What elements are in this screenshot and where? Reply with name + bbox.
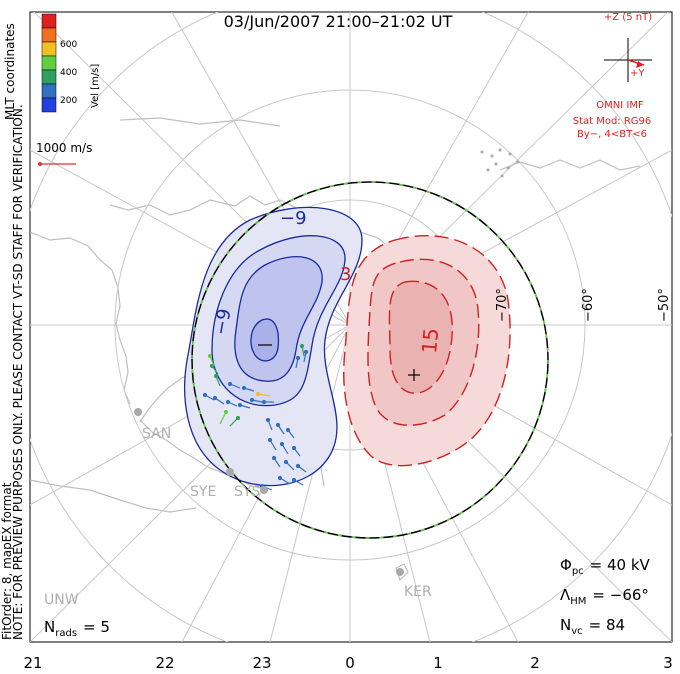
scale-vector-label: 1000 m/s — [36, 141, 92, 155]
map-title: 03/Jun/2007 21:00–21:02 UT — [224, 12, 453, 31]
hm-boundary-dash — [191, 181, 549, 539]
colorbar-cell — [41, 55, 57, 71]
mlt-label-1: 1 — [433, 654, 443, 672]
coordinate-label: MLT coordinates — [3, 23, 17, 120]
colorbar-cell — [41, 83, 57, 99]
imf-panel: +Z (5 nT) +Y OMNI IMF Stat Mod: RG96 By−… — [573, 12, 652, 140]
mlt-label-2: 2 — [530, 654, 540, 672]
colorbar-tick-400: 400 — [60, 68, 77, 78]
colorbar-tick-200: 200 — [60, 96, 77, 106]
mlt-label-3: 3 — [663, 654, 673, 672]
radar-label-sys: SYS — [234, 484, 260, 500]
colorbar-cell — [41, 27, 57, 43]
contour-label-pos-small: 3 — [340, 264, 351, 285]
colorbar-cell — [41, 97, 57, 113]
preview-note: NOTE: FOR PREVIEW PURPOSES ONLY. PLEASE … — [11, 104, 25, 640]
mlt-label-0: 0 — [345, 654, 355, 672]
lat-label-50: −50° — [657, 288, 672, 322]
imf-source: OMNI IMF — [596, 100, 644, 111]
radar-labels: SAN SYE SYS UNW KER — [44, 426, 432, 608]
colorbar-cell — [41, 13, 57, 29]
nvc-stat: Nvc = 84 — [560, 616, 625, 637]
imf-condition: By−, 4<BT<6 — [577, 129, 647, 140]
lat-label-70: −70° — [495, 288, 510, 322]
colorbar-cell — [41, 41, 57, 57]
phi-pc-stat: Φpc = 40 kV — [560, 556, 651, 577]
fit-order-note: FitOrder: 8, mapEX format — [0, 482, 14, 640]
mlt-axis: 21 22 23 0 1 2 3 — [23, 654, 672, 672]
colorbar-cell — [41, 69, 57, 85]
contour-label-pos-large: 15 — [417, 327, 443, 354]
radar-label-sye: SYE — [190, 484, 216, 500]
positive-potential-cell — [343, 235, 511, 467]
mlt-label-21: 21 — [23, 654, 42, 672]
imf-z-label: +Z (5 nT) — [604, 12, 652, 23]
imf-y-label: +Y — [630, 68, 645, 79]
contour-label-neg-top: −9 — [280, 208, 307, 229]
colorbar-cells — [41, 13, 57, 113]
mlt-label-23: 23 — [252, 654, 271, 672]
lat-label-60: −60° — [581, 288, 596, 322]
colorbar-unit: Vel [m/s] — [90, 64, 101, 108]
velocity-colorbar: 600 400 200 Vel [m/s] — [41, 13, 101, 113]
imf-model: Stat Mod: RG96 — [573, 116, 652, 127]
nrads-stat: Nrads = 5 — [44, 618, 110, 639]
negative-potential-cell — [184, 206, 363, 487]
lambda-hm-stat: ΛHM = −66° — [560, 586, 649, 607]
mlt-label-22: 22 — [155, 654, 174, 672]
radar-label-san: SAN — [142, 426, 171, 442]
scale-vector: 1000 m/s — [36, 141, 92, 166]
radar-label-unw: UNW — [44, 592, 79, 608]
colorbar-tick-600: 600 — [60, 40, 77, 50]
radar-label-ker: KER — [404, 584, 432, 600]
map-stats: Φpc = 40 kV ΛHM = −66° Nvc = 84 Nrads = 5 — [44, 556, 651, 639]
contour-label-neg-left: −9 — [210, 307, 235, 337]
radar-sites — [134, 148, 520, 576]
